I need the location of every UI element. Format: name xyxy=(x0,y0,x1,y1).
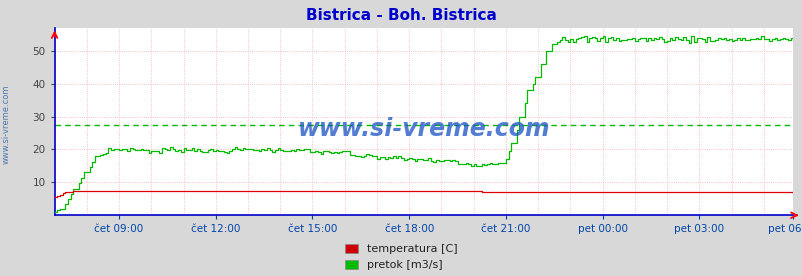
Text: Bistrica - Boh. Bistrica: Bistrica - Boh. Bistrica xyxy=(306,8,496,23)
Text: www.si-vreme.com: www.si-vreme.com xyxy=(2,84,11,164)
Text: www.si-vreme.com: www.si-vreme.com xyxy=(298,117,549,141)
Legend: temperatura [C], pretok [m3/s]: temperatura [C], pretok [m3/s] xyxy=(345,244,457,270)
